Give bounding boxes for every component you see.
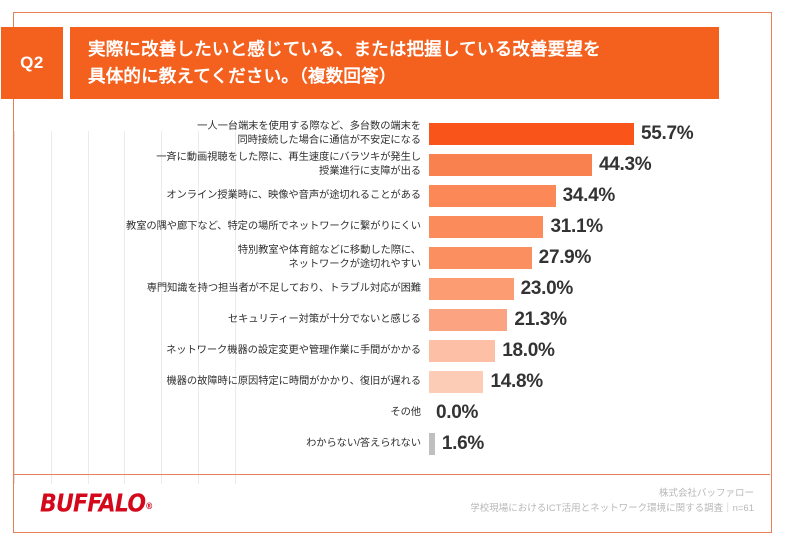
slide-card: Q2 実際に改善したいと感じている、または把握している改善要望を 具体的に教えて… (1, 12, 772, 533)
bar-category-label-line: オンライン授業時に、映像や音声が途切れることがある (166, 189, 421, 201)
bar-category-label: セキュリティー対策が十分でないと感じる (14, 313, 429, 326)
bar[interactable] (429, 215, 544, 238)
bar-category-label: オンライン授業時に、映像や音声が途切れることがある (14, 189, 429, 202)
bar-category-label: その他 (14, 406, 429, 419)
bar-plot-area: 27.9% (429, 242, 770, 273)
chart-row: 教室の隅や廊下など、特定の場所でネットワークに繋がりにくい 31.1% (14, 211, 770, 242)
bar-category-label-line: 教室の隅や廊下など、特定の場所でネットワークに繋がりにくい (126, 220, 421, 232)
bar-value-label: 14.8% (490, 370, 543, 392)
bar-category-label-line: 一斉に動画視聴をした際に、再生速度にバラツキが発生し (156, 152, 421, 164)
bar-plot-area: 34.4% (429, 180, 770, 211)
chart-row: 特別教室や体育館などに移動した際に、 ネットワークが途切れやすい 27.9% (14, 242, 770, 273)
bar[interactable] (429, 339, 496, 362)
chart-row: 一人一台端末を使用する際など、多台数の端末を 同時接続した場合に通信が不安定になる… (14, 118, 770, 149)
bar-category-label-line: 授業進行に支障が出る (319, 165, 421, 177)
registered-trademark-icon: ® (145, 501, 153, 512)
company-name: 株式会社バッファロー (658, 488, 754, 499)
bar-category-label: 機器の故障時に原因特定に時間がかかり、復旧が遅れる (14, 375, 429, 388)
footer-note: 株式会社バッファロー 学校現場におけるICT活用とネットワーク環境に関する調査｜… (470, 487, 754, 516)
question-title-line-2: 具体的に教えてください。（複数回答） (88, 66, 397, 86)
bar-plot-area: 14.8% (429, 366, 770, 397)
bar-value-label: 55.7% (640, 122, 694, 144)
bar-category-label-line: 特別教室や体育館などに移動した際に、 (237, 245, 421, 257)
bar-category-label: 一人一台端末を使用する際など、多台数の端末を 同時接続した場合に通信が不安定になる (14, 120, 429, 146)
bar-value-label: 1.6% (441, 432, 484, 454)
bar-category-label: ネットワーク機器の設定変更や管理作業に手間がかかる (14, 344, 429, 357)
bar-plot-area: 23.0% (429, 273, 770, 304)
question-title-band: 実際に改善したいと感じている、または把握している改善要望を 具体的に教えてくださ… (70, 27, 719, 99)
bar-category-label: わからない/答えられない (14, 437, 429, 450)
bar-category-label-line: 一人一台端末を使用する際など、多台数の端末を (197, 121, 421, 133)
buffalo-logo: BUFFALO® (40, 490, 153, 518)
bar-plot-area: 18.0% (429, 335, 770, 366)
bar-category-label: 一斉に動画視聴をした際に、再生速度にバラツキが発生し 授業進行に支障が出る (14, 151, 429, 177)
bar-category-label-line: 専門知識を持つ担当者が不足しており、トラブル対応が困難 (146, 282, 421, 294)
bar-value-label: 44.3% (599, 153, 652, 175)
bar[interactable] (429, 432, 435, 455)
slide-footer: BUFFALO® 株式会社バッファロー 学校現場におけるICT活用とネットワーク… (14, 474, 770, 532)
chart-row: その他 0.0% (14, 397, 770, 428)
bar-category-label-line: ネットワーク機器の設定変更や管理作業に手間がかかる (166, 344, 421, 356)
bar-plot-area: 31.1% (429, 211, 770, 242)
bar-value-label: 27.9% (538, 246, 592, 268)
bar-value-label: 0.0% (436, 401, 479, 423)
bar[interactable] (429, 122, 634, 145)
chart-row: 機器の故障時に原因特定に時間がかかり、復旧が遅れる 14.8% (14, 366, 770, 397)
bar-category-label: 専門知識を持つ担当者が不足しており、トラブル対応が困難 (14, 282, 429, 295)
bar-category-label-line: その他 (390, 406, 421, 418)
chart-row: 一斉に動画視聴をした際に、再生速度にバラツキが発生し 授業進行に支障が出る 44.3… (14, 149, 770, 180)
chart-row: ネットワーク機器の設定変更や管理作業に手間がかかる 18.0% (14, 335, 770, 366)
survey-note: 学校現場におけるICT活用とネットワーク環境に関する調査｜n=61 (470, 502, 754, 514)
bar-plot-area: 0.0% (429, 397, 770, 428)
bar-plot-area: 21.3% (429, 304, 770, 335)
bar-category-label-line: 同時接続した場合に通信が不安定になる (237, 134, 421, 146)
chart-row: セキュリティー対策が十分でないと感じる 21.3% (14, 304, 770, 335)
question-number-badge: Q2 (1, 27, 63, 99)
bar[interactable] (429, 153, 593, 176)
question-title-line-1: 実際に改善したいと感じている、または把握している改善要望を (88, 38, 601, 59)
bar-value-label: 34.4% (562, 184, 616, 206)
bar-plot-area: 1.6% (429, 428, 770, 459)
bar-plot-area: 55.7% (429, 118, 770, 149)
bar[interactable] (429, 184, 556, 207)
bar-category-label: 特別教室や体育館などに移動した際に、 ネットワークが途切れやすい (14, 244, 429, 270)
bar-value-label: 18.0% (502, 339, 555, 361)
bar-category-label-line: わからない/答えられない (306, 437, 421, 449)
chart-row: 専門知識を持つ担当者が不足しており、トラブル対応が困難 23.0% (14, 273, 770, 304)
chart-row: わからない/答えられない 1.6% (14, 428, 770, 459)
bar-plot-area: 44.3% (429, 149, 770, 180)
bar-value-label: 23.0% (520, 277, 574, 299)
bar-category-label-line: ネットワークが途切れやすい (288, 258, 421, 270)
bar[interactable] (429, 308, 508, 331)
chart-row: オンライン授業時に、映像や音声が途切れることがある 34.4% (14, 180, 770, 211)
bar-category-label-line: 機器の故障時に原因特定に時間がかかり、復旧が遅れる (166, 375, 421, 387)
bar-value-label: 21.3% (514, 308, 567, 330)
question-header: Q2 実際に改善したいと感じている、または把握している改善要望を 具体的に教えて… (1, 27, 773, 99)
bar[interactable] (429, 277, 514, 300)
bar[interactable] (429, 370, 484, 393)
bar-chart: 一人一台端末を使用する際など、多台数の端末を 同時接続した場合に通信が不安定になる… (14, 118, 770, 488)
bar[interactable] (429, 246, 532, 269)
bar-value-label: 31.1% (550, 215, 603, 237)
question-title: 実際に改善したいと感じている、または把握している改善要望を 具体的に教えてくださ… (88, 36, 601, 90)
bar-category-label-line: セキュリティー対策が十分でないと感じる (227, 313, 421, 325)
buffalo-logo-text: BUFFALO (40, 490, 146, 518)
bar-category-label: 教室の隅や廊下など、特定の場所でネットワークに繋がりにくい (14, 220, 429, 233)
